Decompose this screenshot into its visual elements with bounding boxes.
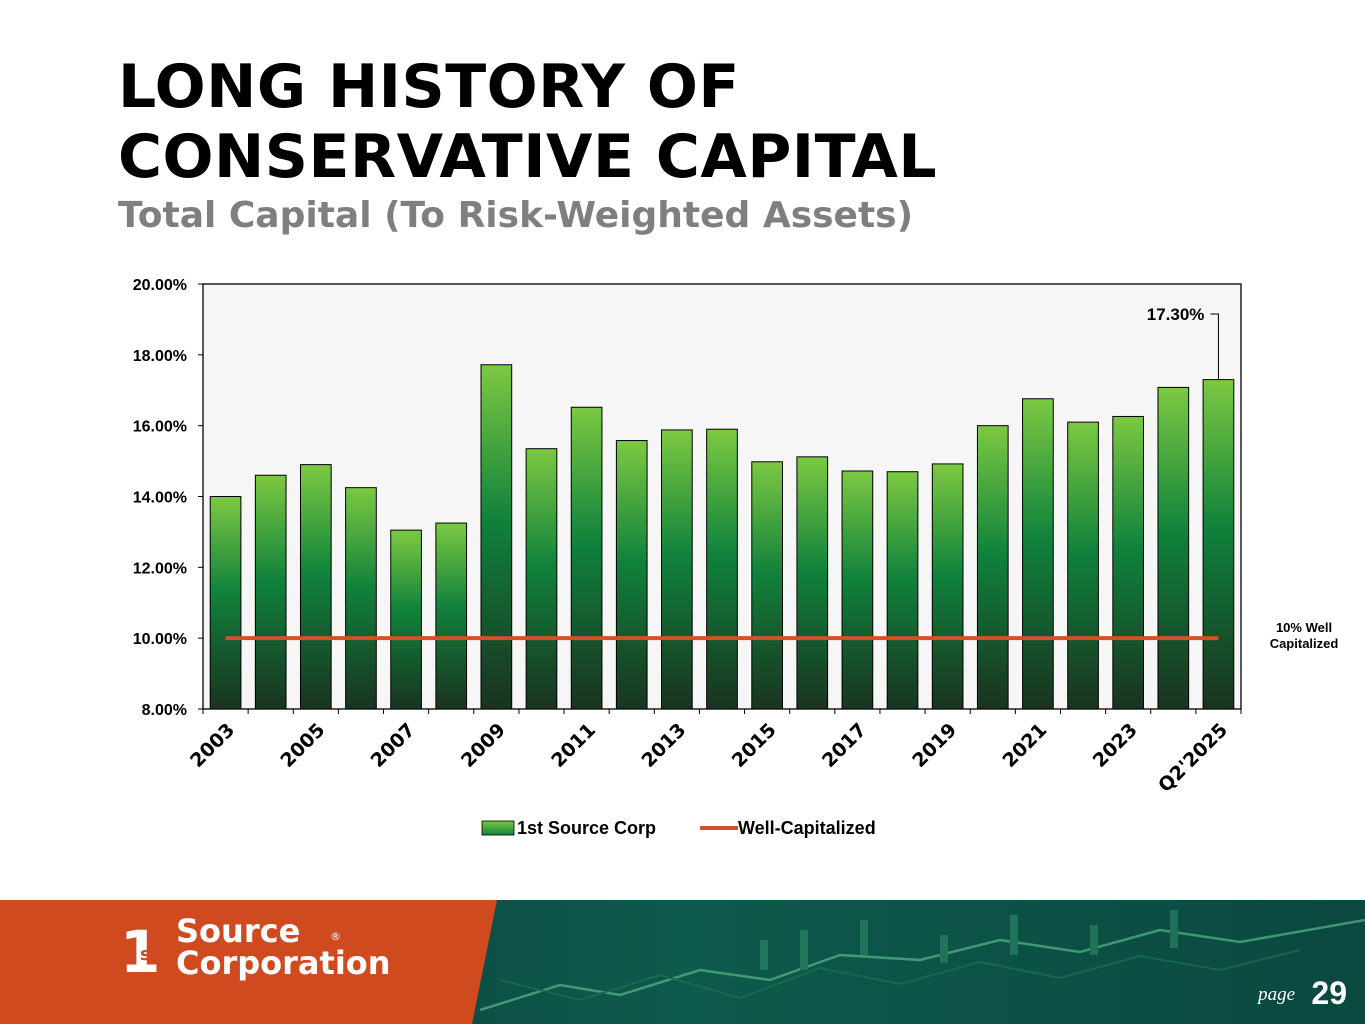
x-tick-label: 2011: [547, 719, 600, 772]
logo-registered-mark: ®: [330, 930, 341, 943]
bar: [570, 406, 603, 710]
bar: [796, 456, 829, 710]
page-title: LONG HISTORY OF CONSERVATIVE CAPITAL: [118, 52, 937, 192]
page-number: 29: [1311, 975, 1347, 1011]
x-tick-label: 2017: [818, 719, 871, 772]
legend-label-line: Well-Capitalized: [738, 818, 876, 838]
bar: [390, 529, 422, 710]
y-tick-label: 8.00%: [142, 702, 187, 719]
logo-line-1: Source: [176, 912, 300, 950]
callout-label: 17.30%: [1147, 305, 1205, 324]
bar: [976, 425, 1009, 710]
legend-swatch-bars: [481, 820, 515, 836]
bar: [254, 474, 287, 710]
legend: 1st Source Corp Well-Capitalized: [481, 818, 876, 838]
x-tick-label: Q2'2025: [1154, 719, 1232, 797]
footer-graphic: 1 st Source ® Corporation: [0, 900, 1365, 1024]
y-tick-label: 14.00%: [133, 490, 187, 507]
logo-line-2: Corporation: [176, 944, 391, 982]
bar: [1112, 415, 1145, 710]
bar: [345, 487, 377, 710]
y-tick-label: 18.00%: [133, 348, 187, 365]
company-logo: 1 st Source ® Corporation: [120, 912, 391, 986]
bar: [931, 463, 964, 710]
bar: [886, 471, 919, 710]
title-line-2: CONSERVATIVE CAPITAL: [118, 122, 938, 192]
bar: [751, 461, 783, 710]
x-tick-label: 2003: [186, 719, 239, 772]
x-tick-label: 2009: [457, 719, 510, 772]
bar: [1157, 386, 1190, 710]
bar: [209, 496, 242, 710]
x-tick-label: 2021: [998, 719, 1051, 772]
x-tick-label: 2015: [728, 719, 781, 772]
bar: [661, 429, 693, 710]
bar: [299, 464, 332, 710]
y-axis: 8.00% 10.00% 12.00% 14.00% 16.00% 18.00% 20.00…: [133, 277, 203, 719]
x-tick-label: 2019: [908, 719, 961, 772]
bar-series: [209, 364, 1235, 710]
x-tick-label: 2023: [1089, 719, 1142, 772]
y-tick-label: 16.00%: [133, 419, 187, 436]
x-tick-label: 2005: [276, 719, 329, 772]
capital-ratio-chart: 8.00% 10.00% 12.00% 14.00% 16.00% 18.00% 20.00…: [133, 277, 1339, 838]
footer-banner: 1 st Source ® Corporation page 29: [0, 900, 1365, 1024]
bar: [480, 364, 513, 710]
footer-orange-panel: [0, 900, 497, 1024]
callout-leader-line: [1210, 313, 1219, 380]
title-line-1: LONG HISTORY OF: [118, 52, 740, 122]
page-label: page: [1258, 984, 1295, 1005]
y-tick-label: 12.00%: [133, 560, 187, 577]
bar: [1202, 379, 1235, 710]
bar: [1067, 421, 1099, 710]
logo-superscript: st: [140, 944, 160, 965]
bar: [1022, 398, 1054, 710]
x-axis: 2003 2005 2007 2009 2011 2013 2015 2017 2019 2021…: [186, 709, 1242, 797]
reference-label-line-1: 10% Well: [1276, 620, 1332, 635]
bar: [435, 522, 468, 710]
bar: [525, 448, 558, 710]
legend-label-bars: 1st Source Corp: [517, 818, 656, 838]
y-tick-label: 10.00%: [133, 631, 187, 648]
logo-digit: 1: [120, 918, 160, 986]
bar: [615, 440, 648, 710]
stock-chart-decoration: [479, 910, 1365, 1012]
x-tick-label: 2007: [367, 719, 420, 772]
y-tick-label: 20.00%: [133, 277, 187, 294]
reference-label-line-2: Capitalized: [1270, 636, 1339, 651]
x-tick-label: 2013: [637, 719, 690, 772]
chart-subtitle: Total Capital (To Risk-Weighted Assets): [118, 195, 914, 236]
bar: [841, 470, 874, 710]
bar: [706, 428, 738, 710]
